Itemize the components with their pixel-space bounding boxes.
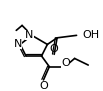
Text: O: O	[61, 58, 70, 68]
Text: N: N	[25, 30, 34, 40]
Text: OH: OH	[82, 30, 99, 40]
Text: O: O	[50, 44, 59, 54]
Text: N: N	[14, 39, 22, 49]
Text: O: O	[39, 81, 48, 91]
